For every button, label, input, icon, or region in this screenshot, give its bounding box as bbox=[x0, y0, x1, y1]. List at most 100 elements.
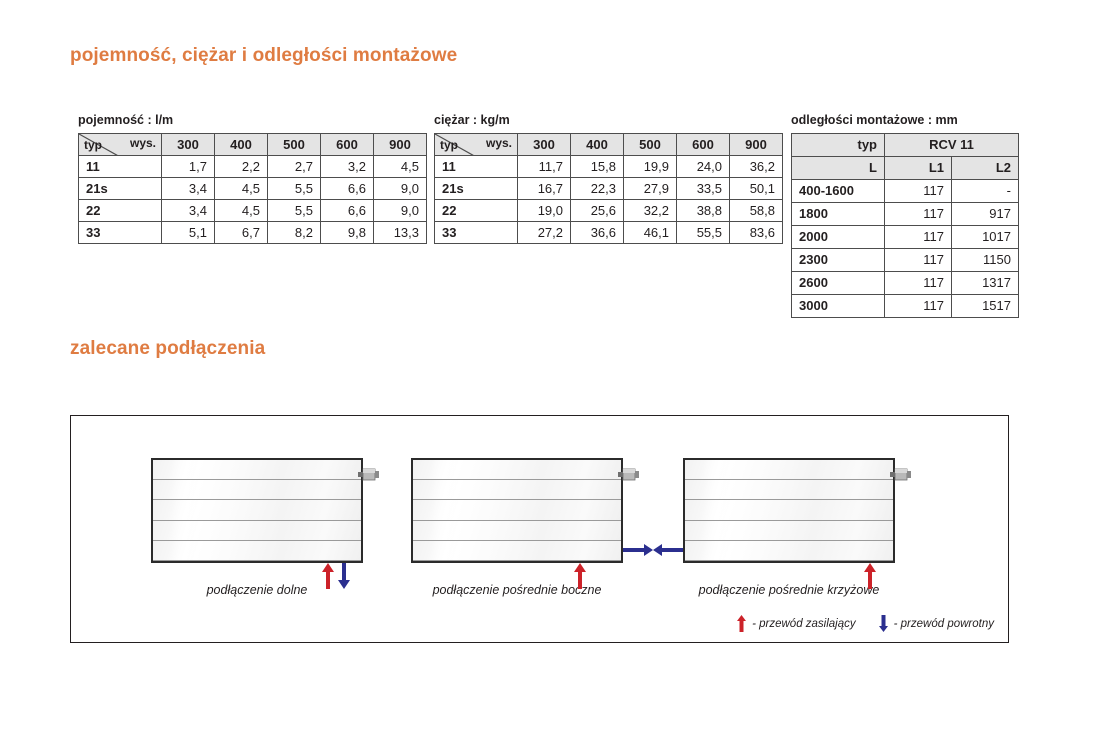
table-row: 21s 16,7 22,3 27,9 33,5 50,1 bbox=[434, 177, 783, 200]
weight-table: wys. typ 300 400 500 600 900 11 11,7 15,… bbox=[434, 133, 783, 244]
corner-header-cell: wys. typ bbox=[78, 133, 162, 156]
table-cell: 27,2 bbox=[517, 221, 571, 244]
table-cell: 6,6 bbox=[320, 199, 374, 222]
column-header: 400 bbox=[214, 133, 268, 156]
return-arrow-left-icon bbox=[653, 543, 683, 562]
table-row: 400-1600 117 - bbox=[791, 179, 1019, 203]
row-header: 11 bbox=[78, 155, 162, 178]
table-cell: 4,5 bbox=[373, 155, 427, 178]
table-cell: 36,2 bbox=[729, 155, 783, 178]
row-header: 33 bbox=[78, 221, 162, 244]
legend-label-return: - przewód powrotny bbox=[893, 617, 994, 630]
corner-header-height-label: wys. bbox=[129, 136, 156, 150]
table-cell-l1: 117 bbox=[884, 248, 952, 272]
table-row: 2300 117 1150 bbox=[791, 248, 1019, 272]
table-row: 22 3,4 4,5 5,5 6,6 9,0 bbox=[78, 199, 427, 222]
mounting-model-header: RCV 11 bbox=[884, 133, 1019, 157]
table-cell: 9,0 bbox=[373, 199, 427, 222]
table-cell: 8,2 bbox=[267, 221, 321, 244]
table-row: 33 27,2 36,6 46,1 55,5 83,6 bbox=[434, 221, 783, 244]
table-cell: 3,4 bbox=[161, 199, 215, 222]
table-cell: 2,2 bbox=[214, 155, 268, 178]
column-header-l1: L1 bbox=[884, 156, 952, 180]
supply-arrow-up-icon bbox=[573, 563, 587, 594]
radiator-band bbox=[413, 500, 621, 521]
table-row: 11 1,7 2,2 2,7 3,2 4,5 bbox=[78, 155, 427, 178]
column-header: 500 bbox=[267, 133, 321, 156]
return-arrow-down-icon bbox=[337, 563, 351, 594]
radiator-band bbox=[153, 500, 361, 521]
capacity-table-caption: pojemność : l/m bbox=[78, 113, 174, 127]
table-cell: 5,1 bbox=[161, 221, 215, 244]
table-cell: 19,0 bbox=[517, 199, 571, 222]
radiator-band bbox=[413, 540, 621, 561]
table-cell-l2: 1317 bbox=[951, 271, 1019, 295]
table-cell-l2: 1150 bbox=[951, 248, 1019, 272]
table-cell: 15,8 bbox=[570, 155, 624, 178]
table-cell: 16,7 bbox=[517, 177, 571, 200]
table-cell: 25,6 bbox=[570, 199, 624, 222]
radiator-band bbox=[413, 480, 621, 501]
table-cell-l1: 117 bbox=[884, 225, 952, 249]
table-cell: 4,5 bbox=[214, 199, 268, 222]
corner-header-type-label: typ bbox=[84, 138, 102, 152]
weight-table-block: ciężar : kg/m wys. typ 300 400 500 600 9… bbox=[434, 113, 783, 244]
supply-arrow-up-icon bbox=[863, 563, 877, 594]
legend-item-return: - przewód powrotny bbox=[878, 615, 994, 632]
corner-header-cell: wys. typ bbox=[434, 133, 518, 156]
connections-diagram-panel: podłączenie dolne bbox=[70, 415, 1009, 643]
table-cell-l1: 117 bbox=[884, 271, 952, 295]
table-cell: 5,5 bbox=[267, 177, 321, 200]
table-cell: 36,6 bbox=[570, 221, 624, 244]
table-cell: 2,7 bbox=[267, 155, 321, 178]
mounting-type-header: typ bbox=[791, 133, 885, 157]
table-cell: 55,5 bbox=[676, 221, 730, 244]
legend-label-supply: - przewód zasilający bbox=[752, 617, 856, 630]
table-cell: 33,5 bbox=[676, 177, 730, 200]
column-header: 300 bbox=[517, 133, 571, 156]
table-header-row: wys. typ 300 400 500 600 900 bbox=[78, 133, 427, 156]
capacity-table: wys. typ 300 400 500 600 900 11 1,7 2,2 … bbox=[78, 133, 427, 244]
valve-connector-icon bbox=[618, 468, 640, 481]
corner-header-type-label: typ bbox=[440, 138, 458, 152]
table-row: 1800 117 917 bbox=[791, 202, 1019, 226]
diagram-caption: podłączenie pośrednie boczne bbox=[432, 583, 602, 597]
table-header-row-columns: L L1 L2 bbox=[791, 156, 1019, 180]
table-cell: 1,7 bbox=[161, 155, 215, 178]
table-row: 2000 117 1017 bbox=[791, 225, 1019, 249]
valve-connector-icon bbox=[358, 468, 380, 481]
column-header: 500 bbox=[623, 133, 677, 156]
radiator-band bbox=[685, 480, 893, 501]
table-cell: 58,8 bbox=[729, 199, 783, 222]
table-cell: 5,5 bbox=[267, 199, 321, 222]
table-cell-l2: 917 bbox=[951, 202, 1019, 226]
table-cell: 19,9 bbox=[623, 155, 677, 178]
table-cell: 11,7 bbox=[517, 155, 571, 178]
row-header: 21s bbox=[78, 177, 162, 200]
diagram-bottom-connection: podłączenie dolne bbox=[151, 458, 379, 597]
table-cell: 83,6 bbox=[729, 221, 783, 244]
table-cell: 24,0 bbox=[676, 155, 730, 178]
table-row: 11 11,7 15,8 19,9 24,0 36,2 bbox=[434, 155, 783, 178]
table-cell: 3,2 bbox=[320, 155, 374, 178]
table-cell-l2: 1017 bbox=[951, 225, 1019, 249]
row-header: 11 bbox=[434, 155, 518, 178]
radiator-band bbox=[685, 540, 893, 561]
table-cell: 46,1 bbox=[623, 221, 677, 244]
mounting-table-block: odległości montażowe : mm typ RCV 11 L L… bbox=[791, 113, 1019, 318]
supply-arrow-up-icon bbox=[736, 615, 747, 632]
column-header: 600 bbox=[320, 133, 374, 156]
radiator-panel bbox=[653, 458, 911, 589]
table-row: 21s 3,4 4,5 5,5 6,6 9,0 bbox=[78, 177, 427, 200]
radiator-band bbox=[153, 540, 361, 561]
column-header: 400 bbox=[570, 133, 624, 156]
table-cell: 22,3 bbox=[570, 177, 624, 200]
table-header-row: wys. typ 300 400 500 600 900 bbox=[434, 133, 783, 156]
table-row: 33 5,1 6,7 8,2 9,8 13,3 bbox=[78, 221, 427, 244]
row-header: 22 bbox=[434, 199, 518, 222]
table-cell: 9,0 bbox=[373, 177, 427, 200]
column-header: 900 bbox=[373, 133, 427, 156]
row-header-l: 2300 bbox=[791, 248, 885, 272]
diagram-legend: - przewód zasilający - przewód powrotny bbox=[736, 615, 994, 632]
table-row: 22 19,0 25,6 32,2 38,8 58,8 bbox=[434, 199, 783, 222]
